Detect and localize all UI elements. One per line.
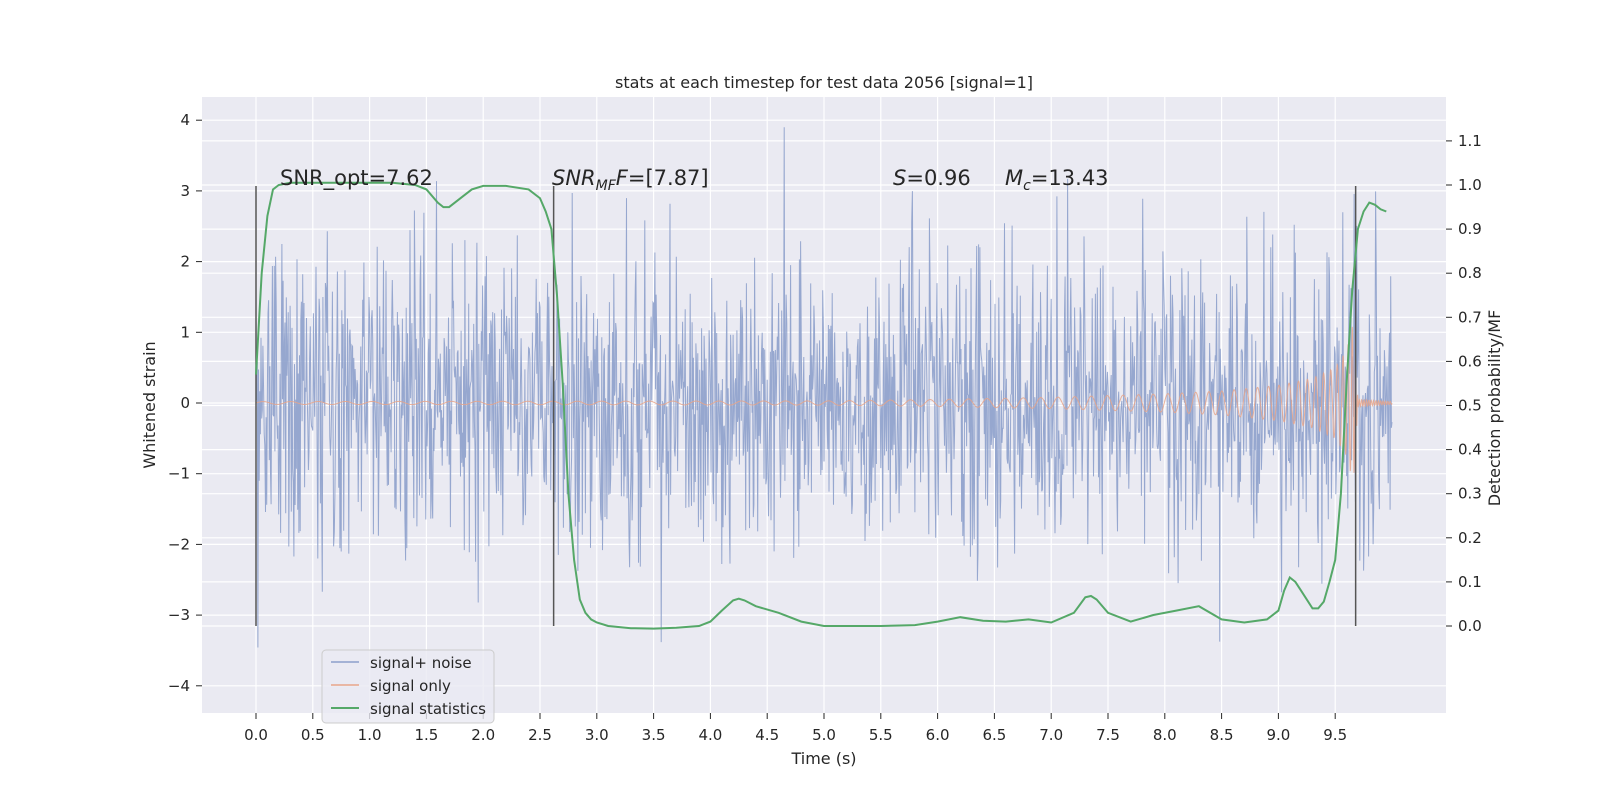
x-tick-label: 4.0 [698,726,722,744]
x-tick-label: 5.0 [812,726,836,744]
legend: signal+ noise signal only signal statist… [321,649,495,724]
x-tick-label: 8.5 [1210,726,1234,744]
x-tick-label: 3.0 [585,726,609,744]
y-tick-label: 3 [180,182,190,200]
x-tick-label: 9.5 [1323,726,1347,744]
right-tick-label: 0.5 [1458,397,1482,415]
y-tick-label: 1 [180,323,190,341]
s-symbol: S [893,166,906,190]
x-axis-label: Time (s) [790,749,856,768]
snr-mf-value: =[7.87] [628,166,709,190]
x-tick-label: 6.0 [926,726,950,744]
snr-mf-symbol: SNR [552,166,596,190]
right-axis-ticks: 0.0 0.1 0.2 0.3 0.4 0.5 0.6 0.7 0.8 0.9 1.0 1.1 [1446,132,1482,635]
right-tick-label: 0.8 [1458,264,1482,282]
y-tick-label: −1 [168,465,190,483]
y-tick-label: 4 [180,111,190,129]
right-axis-label: Detection probability/MF [1485,310,1504,507]
right-tick-label: 0.2 [1458,529,1482,547]
right-tick-label: 0.4 [1458,441,1482,459]
right-tick-label: 0.3 [1458,485,1482,503]
y-tick-label: −4 [168,677,190,695]
x-tick-label: 5.5 [869,726,893,744]
mc-symbol: M [1005,166,1023,190]
series-signal-plus-noise [255,127,1393,648]
y-tick-label: 2 [180,253,190,271]
x-tick-label: 6.5 [982,726,1006,744]
series-signal-statistics [255,181,1387,630]
right-tick-label: 0.6 [1458,352,1482,370]
annotation-snr-opt: SNR_opt=7.62 [280,166,433,191]
annotation-s: S=0.96 [893,166,971,190]
annotation-snr-mf: SNRMFF=[7.87] [552,166,709,194]
x-tick-label: 7.0 [1039,726,1063,744]
x-tick-label: 4.5 [755,726,779,744]
chart-title: stats at each timestep for test data 205… [615,73,1033,92]
x-tick-label: 0.5 [301,726,325,744]
y-tick-label: −2 [168,535,190,553]
x-tick-label: 2.0 [471,726,495,744]
mc-subscript: c [1023,178,1031,194]
x-tick-label: 7.5 [1096,726,1120,744]
x-tick-label: 1.5 [414,726,438,744]
s-value: =0.96 [906,166,970,190]
x-tick-label: 9.0 [1266,726,1290,744]
x-tick-label: 1.0 [358,726,382,744]
legend-box [321,649,495,724]
y-axis-label: Whitened strain [140,341,159,468]
x-tick-label: 8.0 [1153,726,1177,744]
signal-noise-line [255,127,1393,648]
x-tick-label: 3.5 [642,726,666,744]
legend-label-signal-statistics: signal statistics [370,700,486,718]
signal-statistics-line [255,181,1387,630]
right-tick-label: 0.1 [1458,573,1482,591]
mc-value: =13.43 [1031,166,1109,190]
legend-label-signal-noise: signal+ noise [370,654,472,672]
right-tick-label: 0.9 [1458,220,1482,238]
series-signal-only [255,326,1393,473]
x-tick-label: 0.0 [244,726,268,744]
x-tick-label: 2.5 [528,726,552,744]
y-tick-label: −3 [168,606,190,624]
signal-only-line [255,326,1393,473]
right-tick-label: 1.1 [1458,132,1482,150]
legend-label-signal-only: signal only [370,677,451,695]
right-tick-label: 1.0 [1458,176,1482,194]
x-axis-ticks: 0.0 0.5 1.0 1.5 2.0 2.5 3.0 3.5 4.0 4.5 5.0 5.5 6.0 6… [244,713,1347,744]
right-tick-label: 0.0 [1458,617,1482,635]
right-tick-label: 0.7 [1458,308,1482,326]
y-tick-label: 0 [180,394,190,412]
snr-mf-f: F [616,166,629,190]
snr-mf-subscript: MF [596,178,617,194]
y-axis-ticks: 4 3 2 1 0 −1 −2 −3 −4 [168,111,202,695]
annotation-mc: Mc=13.43 [1005,166,1109,194]
